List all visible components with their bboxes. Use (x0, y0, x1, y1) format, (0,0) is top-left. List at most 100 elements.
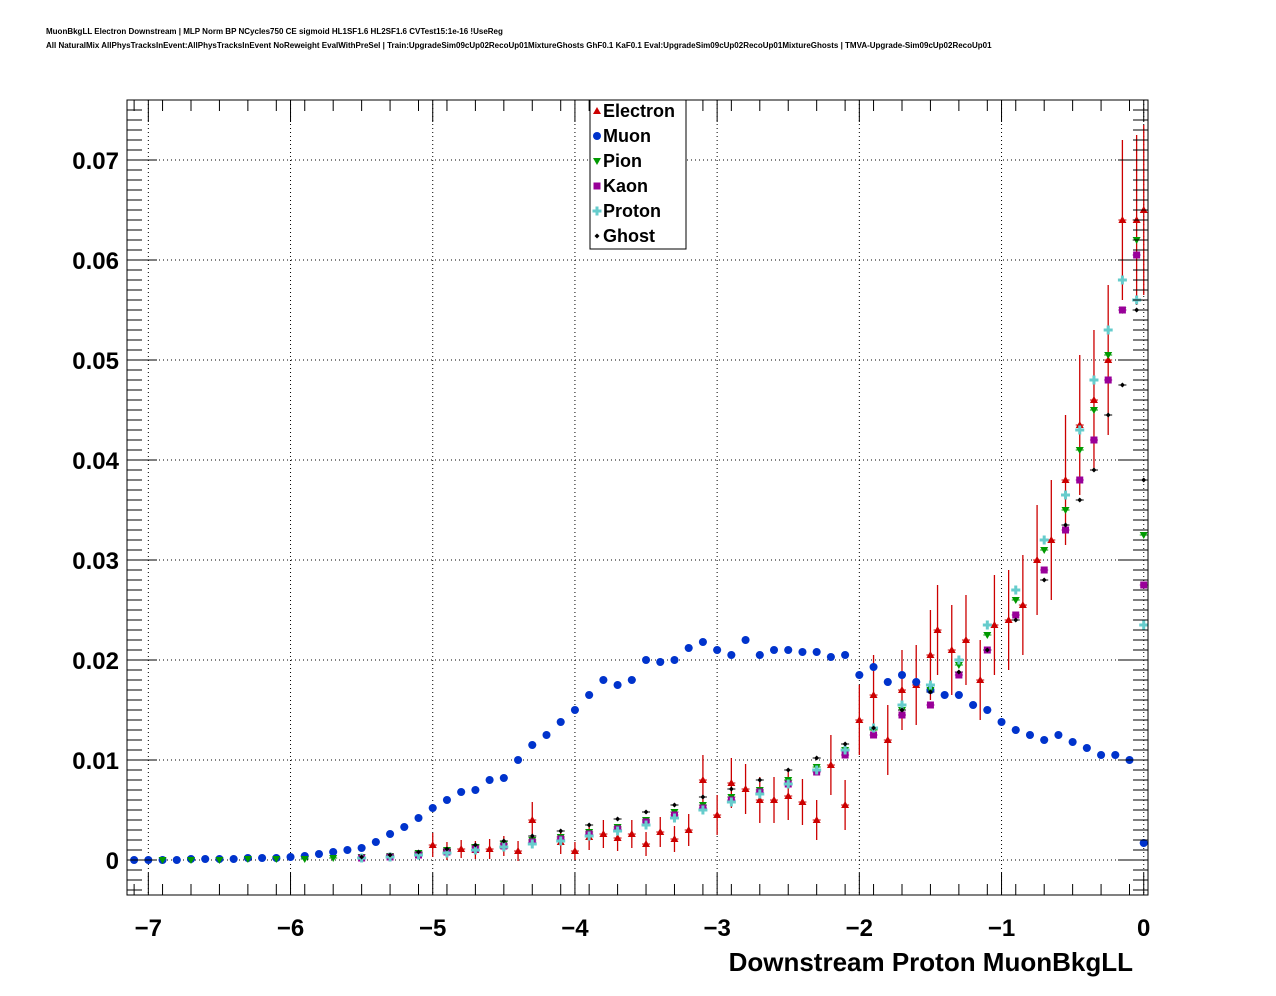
ghost-point (899, 707, 905, 713)
kaon-point (1118, 306, 1126, 314)
electron-point (1104, 356, 1113, 363)
electron-point (1061, 476, 1070, 483)
legend-ghost-marker (594, 233, 600, 239)
marker-layer (130, 206, 1149, 864)
electron-point (812, 816, 821, 823)
electron-point (1118, 216, 1127, 223)
muon-point (997, 718, 1006, 726)
muon-point (371, 838, 380, 846)
y-tick-label: 0.02 (72, 648, 119, 675)
x-tick-label: −5 (419, 915, 446, 942)
muon-point (499, 774, 508, 782)
electron-point (727, 779, 736, 786)
chart-header-line-2: All NaturalMix AllPhysTracksInEvent:AllP… (46, 41, 992, 50)
proton-point (527, 839, 537, 849)
ghost-point (615, 816, 621, 822)
muon-point (585, 691, 594, 699)
muon-point (713, 646, 722, 654)
y-tick-label: 0 (106, 848, 119, 875)
ghost-point (814, 755, 820, 761)
kaon-point (1140, 581, 1148, 589)
pion-point (1040, 547, 1049, 554)
ghost-point (501, 838, 507, 844)
pion-point (954, 662, 963, 669)
proton-point (669, 813, 679, 823)
electron-point (897, 686, 906, 693)
pion-point (329, 855, 338, 862)
muon-point (883, 678, 892, 686)
proton-point (812, 765, 822, 775)
pion-point (1061, 507, 1070, 514)
ghost-point (927, 689, 933, 695)
electron-point (457, 845, 466, 852)
proton-point (954, 655, 964, 665)
muon-point (656, 658, 665, 666)
muon-point (670, 656, 679, 664)
ghost-point (671, 802, 677, 808)
kaon-point (955, 671, 963, 679)
muon-point (627, 676, 636, 684)
muon-point (1040, 736, 1049, 744)
pion-point (186, 857, 195, 864)
electron-point (770, 796, 779, 803)
legend-kaon-marker (593, 182, 601, 190)
electron-point (869, 691, 878, 698)
kaon-point (1090, 436, 1098, 444)
muon-point (556, 718, 565, 726)
kaon-point (870, 731, 878, 739)
kaon-point (1133, 251, 1141, 259)
proton-point (442, 848, 452, 858)
electron-point (698, 776, 707, 783)
pion-point (215, 857, 224, 864)
electron-point (1047, 536, 1056, 543)
proton-point (755, 789, 765, 799)
electron-point (642, 840, 651, 847)
muon-point (855, 671, 864, 679)
proton-point (1039, 535, 1049, 545)
electron-point (798, 798, 807, 805)
electron-point (713, 811, 722, 818)
muon-point (570, 706, 579, 714)
muon-point (428, 804, 437, 812)
legend-pion-marker (593, 158, 601, 165)
ghost-point (416, 849, 422, 855)
muon-point (869, 663, 878, 671)
muon-point (1139, 839, 1148, 847)
x-tick-label: −7 (135, 915, 162, 942)
legend-ghost-label: Ghost (603, 226, 655, 246)
pion-point (1104, 352, 1113, 359)
kaon-point (1062, 526, 1070, 534)
proton-point (641, 820, 651, 830)
legend: Electron Muon Pion Kaon Proton Ghost (589, 99, 687, 250)
x-tick-label: 0 (1137, 915, 1150, 942)
proton-point (584, 831, 594, 841)
muon-point (201, 855, 210, 863)
muon-point (1025, 731, 1034, 739)
electron-point (1004, 616, 1013, 623)
muon-point (357, 844, 366, 852)
electron-point (485, 845, 494, 852)
y-tick-label: 0.03 (72, 548, 119, 575)
muon-point (485, 776, 494, 784)
muon-point (599, 676, 608, 684)
muon-point (698, 638, 707, 646)
muon-point (940, 691, 949, 699)
muon-point (1011, 726, 1020, 734)
muon-point (784, 646, 793, 654)
ghost-point (1119, 382, 1125, 388)
muon-point (954, 691, 963, 699)
electron-point (528, 816, 537, 823)
pion-point (1075, 447, 1084, 454)
muon-point (329, 848, 338, 856)
proton-point (1075, 425, 1085, 435)
electron-point (570, 847, 579, 854)
legend-items: Electron Muon Pion Kaon Proton Ghost (592, 101, 675, 246)
proton-point (840, 745, 850, 755)
ghost-point (472, 842, 478, 848)
ghost-point (956, 669, 962, 675)
kaon-point (1040, 566, 1048, 574)
kaon-point (841, 751, 849, 759)
muon-point (798, 648, 807, 656)
proton-point (698, 805, 708, 815)
electron-point (976, 676, 985, 683)
